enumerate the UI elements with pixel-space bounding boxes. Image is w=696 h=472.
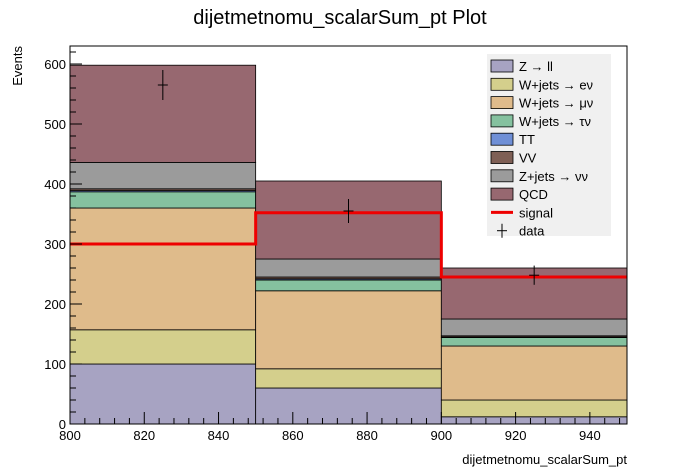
legend-entry-z-jets: Z+jets → νν: [490, 169, 588, 184]
bar-z-ll-bin-0: [69, 363, 257, 425]
bar-z-jets-bin-1: [255, 258, 442, 278]
legend-entry-tt: TT: [490, 132, 535, 147]
y-tick-label: 0: [59, 417, 66, 432]
legend-swatch: [490, 169, 514, 183]
data-points: [157, 70, 540, 285]
legend-label: Z → ll: [519, 59, 553, 74]
legend-entry-w-jets: W+jets → τν: [490, 114, 591, 129]
legend-label: data: [519, 224, 545, 239]
data-point: [529, 265, 540, 285]
legend-entry-vv: VV: [490, 151, 537, 166]
bar-z-jets-bin-2: [440, 318, 628, 337]
legend-swatch: [490, 132, 514, 146]
data-point: [343, 199, 354, 223]
x-tick-label: 800: [59, 428, 81, 443]
x-tick-label: 860: [282, 428, 304, 443]
legend-label: QCD: [519, 187, 548, 202]
bar-w-jets-e-bin-0: [69, 329, 257, 365]
legend-label: TT: [519, 132, 535, 147]
legend-entry-data: data: [497, 223, 545, 239]
y-axis-label: Events: [10, 46, 25, 86]
y-tick-label: 300: [44, 237, 66, 252]
x-axis-label: dijetmetnomu_scalarSum_pt: [462, 452, 627, 467]
y-tick-label: 600: [44, 57, 66, 72]
legend-label: signal: [519, 205, 553, 220]
legend-swatch: [490, 151, 514, 164]
legend-label: W+jets → μν: [519, 96, 593, 111]
bar-w-jets-bin-1: [255, 290, 442, 370]
x-tick-label: 880: [356, 428, 378, 443]
x-tick-label: 900: [430, 428, 452, 443]
x-tick-label: 820: [133, 428, 155, 443]
legend-label: W+jets → τν: [519, 114, 591, 129]
bar-w-jets-bin-0: [69, 207, 257, 331]
legend-swatch: [490, 114, 514, 128]
y-tick-label: 100: [44, 357, 66, 372]
data-point: [157, 70, 168, 100]
legend-entry-w-jets: W+jets → μν: [490, 96, 593, 111]
bar-z-ll-bin-2: [440, 416, 628, 425]
axes: 800 820 840 860 880 900 920 940 0 100 200 300 400 500…: [44, 51, 621, 443]
bar-w-jets-bin-0: [69, 191, 257, 209]
x-tick-label: 920: [505, 428, 527, 443]
y-tick-label: 500: [44, 117, 66, 132]
y-tick-label: 400: [44, 177, 66, 192]
y-tick-label: 200: [44, 297, 66, 312]
x-tick-label: 940: [579, 428, 601, 443]
legend-label: VV: [519, 151, 537, 166]
legend-entry-signal: signal: [491, 205, 553, 220]
x-tick-label: 840: [208, 428, 230, 443]
legend-label: Z+jets → νν: [519, 169, 588, 184]
legend-entry-z-ll: Z → ll: [490, 59, 553, 74]
bar-w-jets-bin-2: [440, 345, 628, 401]
plot-frame: [69, 45, 628, 425]
bar-w-jets-bin-2: [440, 337, 628, 347]
legend-swatch: [490, 77, 514, 91]
bar-z-jets-bin-0: [69, 161, 257, 190]
legend-label: W+jets → eν: [519, 77, 593, 92]
bar-w-jets-e-bin-1: [255, 368, 442, 389]
legend-swatch: [490, 187, 514, 201]
bar-z-ll-bin-1: [255, 387, 442, 425]
legend-entry-qcd: QCD: [490, 187, 548, 202]
legend-swatch: [490, 59, 514, 73]
legend-swatch: [490, 96, 514, 109]
legend: Z → ll W+jets → eν W+jets → μν W+jets → τν T…: [487, 54, 611, 239]
bar-w-jets-bin-1: [255, 279, 442, 292]
bar-w-jets-e-bin-2: [440, 399, 628, 418]
chart-title: dijetmetnomu_scalarSum_pt Plot: [193, 7, 487, 29]
legend-entry-w-jets-e: W+jets → eν: [490, 77, 593, 92]
